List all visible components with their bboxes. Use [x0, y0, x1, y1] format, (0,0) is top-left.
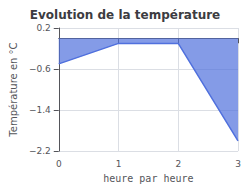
svg-text:1: 1	[116, 159, 122, 169]
svg-text:heure par heure: heure par heure	[103, 173, 193, 184]
svg-text:−0.6: −0.6	[29, 64, 51, 74]
svg-text:Evolution de la température: Evolution de la température	[30, 8, 221, 22]
svg-text:3: 3	[235, 159, 241, 169]
svg-text:−1.4: −1.4	[29, 105, 51, 115]
svg-text:Température en °C: Température en °C	[8, 42, 19, 137]
svg-text:0: 0	[56, 159, 62, 169]
svg-text:0.2: 0.2	[36, 23, 50, 33]
svg-text:2: 2	[175, 159, 181, 169]
svg-text:−2.2: −2.2	[29, 146, 51, 156]
